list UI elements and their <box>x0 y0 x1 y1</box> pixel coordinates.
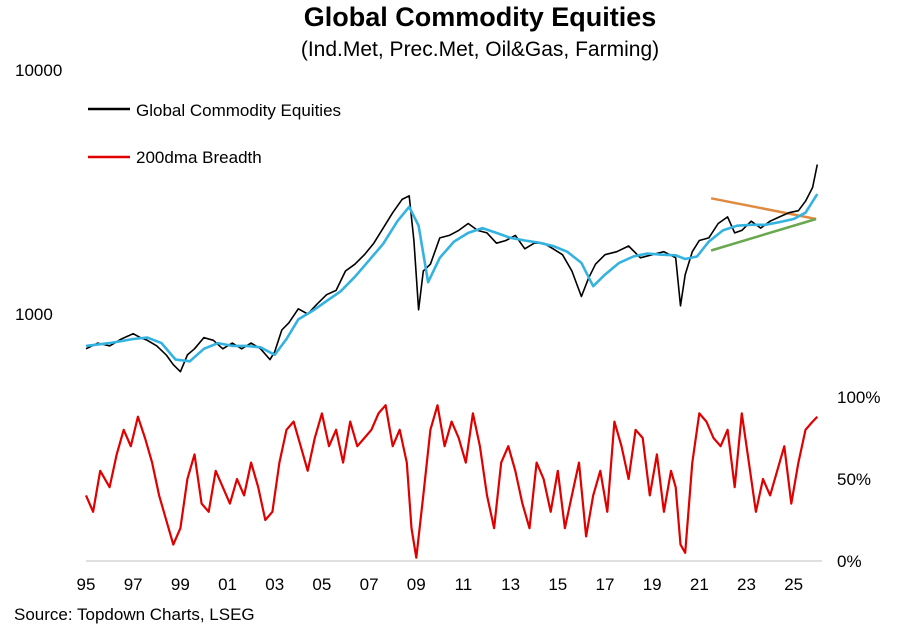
x-tick-label: 11 <box>455 575 473 594</box>
legend-label-index: Global Commodity Equities <box>136 101 341 120</box>
legend-label-breadth: 200dma Breadth <box>136 148 262 167</box>
x-tick-label: 23 <box>737 575 756 594</box>
breadth-axis: 100% 50% 0% <box>837 388 880 571</box>
x-tick-label: 99 <box>171 575 190 594</box>
chart-title: Global Commodity Equities <box>303 2 657 32</box>
series-layer <box>84 164 819 559</box>
breadth-tick-label: 50% <box>837 470 871 489</box>
trendline-lower <box>710 217 817 252</box>
price-tick-label: 10000 <box>15 61 62 80</box>
x-tick-label: 01 <box>218 575 237 594</box>
series-line-index <box>85 164 819 373</box>
x-tick-label: 21 <box>690 575 709 594</box>
x-tick-label: 03 <box>265 575 284 594</box>
series-line-moving-average <box>85 193 819 363</box>
breadth-tick-label: 100% <box>837 388 880 407</box>
x-tick-label: 15 <box>548 575 567 594</box>
x-axis: 95 97 99 01 03 05 07 09 11 13 15 17 19 21 23 25 <box>77 560 822 594</box>
x-tick-label: 17 <box>596 575 615 594</box>
price-tick-label: 1000 <box>15 305 53 324</box>
series-line-breadth <box>84 404 819 559</box>
breadth-tick-label: 0% <box>837 552 862 571</box>
x-tick-label: 05 <box>312 575 331 594</box>
x-tick-label: 95 <box>77 575 96 594</box>
x-tick-label: 13 <box>501 575 520 594</box>
x-tick-label: 09 <box>407 575 426 594</box>
x-tick-label: 19 <box>643 575 662 594</box>
chart-subtitle: (Ind.Met, Prec.Met, Oil&Gas, Farming) <box>300 38 660 61</box>
x-tick-label: 25 <box>784 575 803 594</box>
x-tick-label: 97 <box>124 575 143 594</box>
legend: Global Commodity Equities 200dma Breadth <box>88 101 341 167</box>
source-note: Source: Topdown Charts, LSEG <box>14 605 255 624</box>
x-tick-label: 07 <box>360 575 379 594</box>
price-axis: 10000 1000 <box>15 61 62 324</box>
